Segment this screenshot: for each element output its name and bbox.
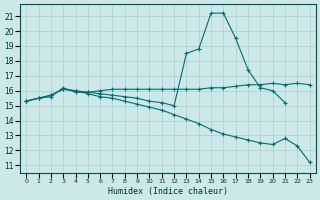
X-axis label: Humidex (Indice chaleur): Humidex (Indice chaleur) bbox=[108, 187, 228, 196]
